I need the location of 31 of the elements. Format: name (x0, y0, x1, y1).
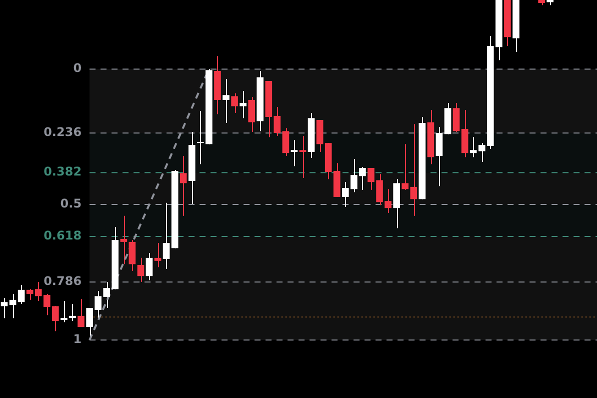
candlestick (146, 252, 153, 281)
candlestick (162, 202, 170, 270)
candlestick (9, 293, 16, 319)
ref-line-label: 0.618 (44, 228, 82, 243)
candlestick (78, 298, 84, 328)
candlestick (137, 257, 144, 283)
ref-line-label: 0.382 (44, 164, 82, 179)
candlestick (60, 300, 68, 323)
ref-line-label: 0.5 (60, 196, 82, 211)
candlestick (128, 240, 136, 272)
candlestick (69, 303, 76, 322)
ref-line-label: 0 (73, 61, 82, 76)
candlestick (231, 92, 238, 114)
candlestick (274, 106, 281, 137)
candlestick (282, 128, 290, 157)
candlestick (18, 284, 25, 304)
candlestick (180, 156, 187, 216)
candlestick (470, 136, 477, 158)
candlestick (240, 90, 246, 119)
candlestick (222, 78, 230, 124)
candlestick (0, 298, 8, 319)
candlestick (436, 126, 443, 187)
candlestick (452, 102, 460, 132)
ref-line-label: 0.236 (44, 125, 82, 140)
candlestick (154, 242, 162, 268)
candlestick (248, 96, 256, 132)
ref-line-label: 1 (73, 332, 82, 346)
ref-line-label: 0.786 (44, 274, 82, 288)
candlestick (120, 215, 128, 265)
candlestick (290, 140, 298, 167)
candlestick (299, 136, 306, 179)
